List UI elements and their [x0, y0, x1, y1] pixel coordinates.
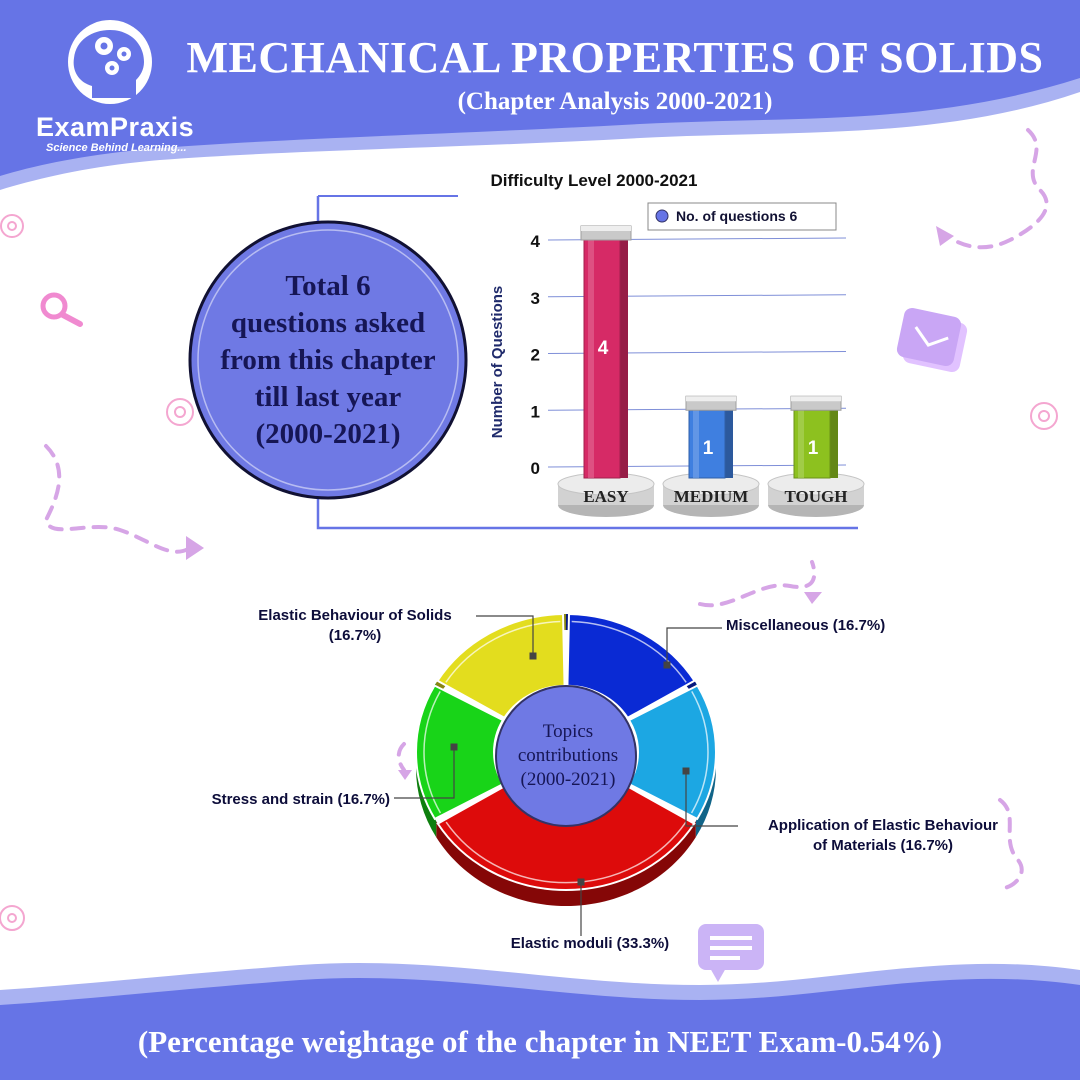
mail-icon — [896, 308, 968, 372]
pie-leader-marker — [450, 743, 458, 751]
pie-center-line: contributions — [517, 745, 619, 766]
pie-center-circle — [495, 685, 637, 827]
pie-label-line: (16.7%) — [328, 627, 382, 644]
bar-data-label: 1 — [808, 438, 819, 459]
pie-leader-marker — [529, 652, 537, 660]
y-tick-label: 1 — [531, 402, 540, 421]
pie-center-line: Topics — [542, 721, 594, 742]
chat-icon — [698, 924, 764, 982]
page-title: MECHANICAL PROPERTIES OF SOLIDS — [186, 33, 1044, 82]
y-axis-label: Number of Questions — [489, 286, 506, 439]
pie-slice-highlight — [690, 691, 709, 814]
y-tick-label: 2 — [531, 346, 540, 365]
bar-easy-side — [620, 240, 628, 478]
summary-line: from this chapter — [220, 344, 436, 376]
bar-medium-cap-top — [686, 396, 736, 402]
pie-label-line: Elastic Behaviour of Solids — [258, 607, 452, 624]
pie-label-elastic-behaviour: Elastic Behaviour of Solids (16.7%) — [210, 606, 500, 646]
pie-center-line: (2000-2021) — [520, 769, 616, 790]
pie-label-line: of Materials (16.7%) — [812, 837, 954, 854]
y-tick-label: 4 — [531, 232, 541, 251]
pie-label-miscellaneous: Miscellaneous (16.7%) — [726, 616, 946, 636]
pie-label-line: Stress and strain (16.7%) — [211, 791, 390, 808]
bar-tough-cap-top — [791, 396, 841, 402]
pie-slice-highlight — [445, 620, 561, 683]
pie-slice-side — [436, 821, 696, 906]
pie-label-elastic-moduli: Elastic moduli (33.3%) — [470, 934, 710, 954]
pie-leader-marker — [577, 878, 585, 886]
legend-box — [647, 202, 837, 231]
summary-line: questions asked — [230, 307, 426, 339]
brand-logo-icon — [68, 20, 152, 104]
x-category-label: EASY — [583, 487, 628, 506]
pie-label-line: Elastic moduli (33.3%) — [510, 935, 670, 952]
y-tick-label: 0 — [531, 459, 540, 478]
difficulty-bar-chart: Difficulty Level 2000-2021 0 1 2 3 4 Number of… — [489, 171, 865, 517]
pie-label-line: Miscellaneous (16.7%) — [726, 617, 886, 634]
bar-medium-highlight — [693, 410, 699, 478]
brand-tagline: Science Behind Learning... — [46, 142, 187, 154]
pie-label-application: Application of Elastic Behaviour of Mate… — [738, 816, 1028, 856]
x-category-label: MEDIUM — [674, 487, 749, 506]
search-icon — [40, 292, 83, 327]
pie-slice — [627, 684, 717, 821]
bar-tough-side — [830, 410, 838, 478]
brand-name: ExamPraxis — [36, 112, 195, 142]
summary-line: Total 6 — [285, 270, 371, 302]
pie-leader-line — [394, 747, 455, 799]
bar-data-label: 4 — [598, 338, 609, 359]
pie-slice-highlight — [445, 821, 687, 884]
bar-easy-cap-top — [581, 226, 631, 231]
bar-medium-side — [725, 410, 733, 478]
pie-leader-line — [685, 771, 738, 827]
x-category-label: TOUGH — [785, 487, 848, 506]
arrow-doodles — [186, 226, 954, 780]
pie-leader-line — [476, 615, 534, 656]
footer-weightage: (Percentage weightage of the chapter in … — [137, 1024, 943, 1059]
legend-marker — [655, 209, 669, 223]
pie-leader-line — [666, 627, 722, 665]
pie-slice-highlight — [423, 691, 442, 814]
pie-leader-marker — [663, 661, 671, 669]
pie-label-line: Application of Elastic Behaviour — [767, 817, 999, 834]
summary-circle-text: Total 6 questions asked from this chapte… — [200, 268, 456, 453]
page-subtitle: (Chapter Analysis 2000-2021) — [457, 88, 773, 115]
topics-pie-chart — [394, 613, 738, 936]
dashed-arrow-doodles — [43, 128, 1049, 891]
pie-center-label: Topics contributions (2000-2021) — [500, 720, 636, 792]
bar-tough-highlight — [798, 410, 804, 478]
bar-chart-title: Difficulty Level 2000-2021 — [491, 171, 698, 190]
pie-slice — [415, 684, 505, 821]
summary-line: till last year — [254, 381, 402, 413]
pie-slice-highlight — [571, 620, 687, 683]
summary-line: (2000-2021) — [255, 418, 401, 450]
pie-label-stress-strain: Stress and strain (16.7%) — [150, 790, 390, 810]
y-tick-label: 3 — [531, 289, 540, 308]
bar-data-label: 1 — [703, 438, 714, 459]
gear-icon — [0, 214, 1058, 931]
bar-easy-highlight — [588, 240, 594, 478]
pie-leader-marker — [682, 767, 690, 775]
legend-label: No. of questions 6 — [676, 208, 798, 224]
